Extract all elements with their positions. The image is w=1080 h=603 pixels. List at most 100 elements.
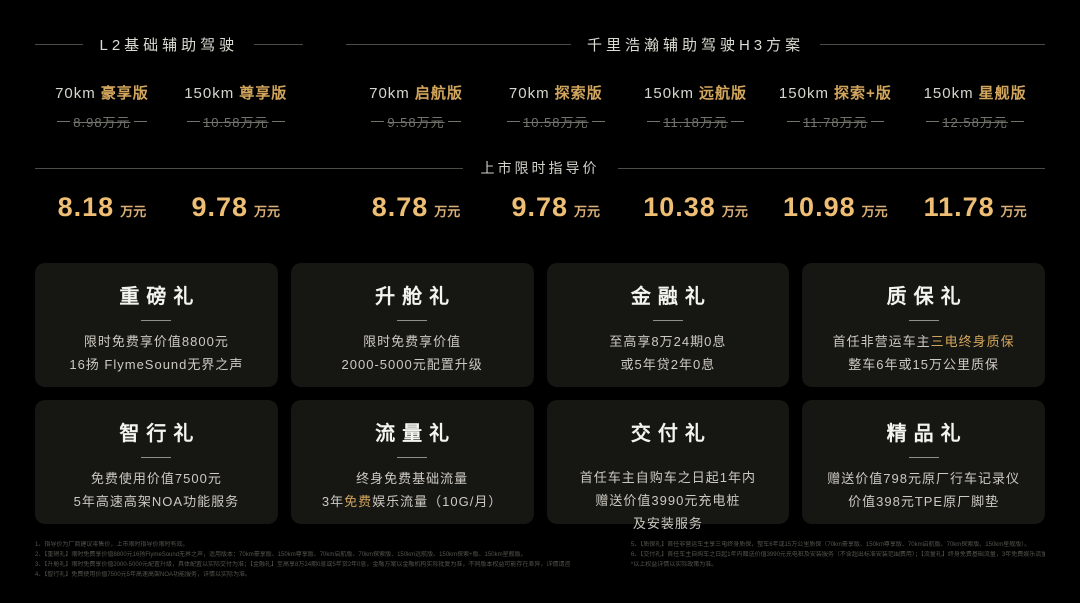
variant-trim-label: 启航版 — [414, 85, 463, 102]
gift-card-text-segment: 赠送价值3990元充电桩 — [595, 492, 741, 508]
gift-card: 精品礼 赠送价值798元原厂行车记录仪 价值398元TPE原厂脚垫 — [802, 400, 1045, 524]
gift-card-line: 赠送价值798元原厂行车记录仪 — [827, 468, 1020, 491]
gift-card-line: 赠送价值3990元充电桩 — [595, 490, 740, 513]
gift-card-text-segment: 2000-5000元配置升级 — [341, 356, 483, 372]
fine-print-line: 1、指导价为厂商建议零售价，上市限时指导价限时有效。 — [35, 542, 189, 548]
gift-card-text-segment: 整车6年或15万公里质保 — [848, 356, 999, 372]
title-divider-line — [908, 320, 939, 321]
gift-card-line: 首任车主自购车之日起1年内 — [580, 467, 756, 490]
divider-line — [617, 167, 1045, 169]
gift-card-title: 智行礼 — [119, 423, 201, 445]
launch-price-unit: 万元 — [1000, 204, 1027, 219]
strike-dash — [447, 121, 461, 122]
divider-line — [35, 167, 463, 169]
gift-card-text-segment: 终身免费基础流量 — [356, 471, 469, 486]
fine-print-line: 3、【升舱礼】限时免费享价值2000-5000元配置升级，具体配置以实际交付为准… — [35, 561, 571, 568]
variant-group-h3: 70km 启航版 9.58万元 70km 探索版 10.58万元 150km 远航版 11.18… — [346, 82, 1045, 131]
launch-price-cell: 8.78 万元 — [346, 192, 486, 223]
launch-price-unit: 万元 — [861, 204, 888, 219]
gift-card: 升舱礼限时免费享价值 2000-5000元配置升级 — [290, 263, 534, 387]
gift-card-line: 首任非营运车主三电终身质保 — [833, 331, 1015, 354]
gift-card-text-segment: 3年 — [321, 493, 345, 509]
variant-trim-label: 探索+版 — [833, 85, 892, 102]
variant-original-price: 10.58万元 — [169, 112, 303, 131]
launch-price-cell: 11.78 万元 — [905, 192, 1045, 223]
variant-trim-label: 尊享版 — [239, 85, 288, 102]
variant-trim-label: 远航版 — [699, 85, 748, 102]
variant-original-price: 11.18万元 — [626, 112, 766, 131]
title-divider-line — [908, 457, 939, 458]
gift-card-text-segment: 三电终身质保 — [930, 334, 1015, 349]
gift-card: 智行礼免费使用价值7500元 5年高速高架NOA功能服务 — [35, 400, 278, 524]
gift-card-line: 5年高速高架NOA功能服务 — [74, 491, 239, 514]
gift-card-text-segment: 至高享8万24期0息 — [609, 334, 727, 349]
strike-dash — [1010, 121, 1024, 122]
launch-price-value: 9.78 — [511, 192, 569, 222]
section-h3-header: 千里浩瀚辅助驾驶H3方案 — [346, 34, 1045, 55]
gift-card-title: 升舱礼 — [375, 286, 457, 308]
strike-dash — [647, 121, 661, 122]
gift-card: 金融礼 至高享8万24期0息 或5年贷2年0息 — [546, 263, 790, 387]
strike-dash — [186, 121, 200, 122]
fine-print-line: *以上权益详情以实际政策为准。 — [630, 561, 718, 568]
variant-original-price: 12.58万元 — [905, 112, 1045, 131]
variant-name: 70km 启航版 — [346, 82, 486, 103]
launch-price-unit: 万元 — [120, 204, 147, 219]
original-price-text: 10.58万元 — [202, 115, 269, 130]
fine-print-line: 2、【重磅礼】限时免费享价值8800元16扬FlymeSound无界之声，适用版… — [35, 551, 527, 558]
strike-dash — [730, 121, 744, 122]
strike-dash — [57, 121, 71, 122]
launch-price-cell: 10.98 万元 — [765, 192, 905, 223]
launch-price-value: 11.78 — [923, 192, 995, 222]
gift-card-line: 整车6年或15万公里质保 — [848, 354, 999, 377]
gift-card-title: 重磅礼 — [119, 286, 201, 308]
gift-card-title: 精品礼 — [886, 423, 968, 445]
launch-price-banner-label: 上市限时指导价 — [480, 160, 600, 176]
gift-card-line: 或5年贷2年0息 — [621, 354, 716, 377]
section-h3-title: 千里浩瀚辅助驾驶H3方案 — [586, 37, 805, 54]
launch-price-value: 10.98 — [783, 192, 856, 222]
variant-range-label: 70km — [55, 85, 96, 102]
title-divider-line — [141, 457, 172, 458]
gift-card-line: 及安装服务 — [633, 513, 703, 536]
title-divider-line — [397, 457, 428, 458]
gift-card-text-segment: 5年高速高架NOA功能服务 — [73, 493, 240, 509]
variant-cell: 70km 豪享版 8.98万元 — [35, 82, 169, 131]
variant-range-label: 70km — [508, 85, 550, 102]
variant-trim-label: 探索版 — [554, 85, 603, 102]
original-price-text: 9.58万元 — [387, 115, 445, 130]
variant-original-price: 10.58万元 — [486, 112, 626, 131]
launch-price-value: 10.38 — [643, 192, 716, 222]
variant-trim-label: 星舰版 — [978, 85, 1027, 102]
strike-dash — [926, 121, 940, 122]
gift-card-line: 16扬 FlymeSound无界之声 — [69, 354, 243, 377]
gift-card: 重磅礼限时免费享价值8800元 16扬 FlymeSound无界之声 — [35, 263, 278, 387]
gift-card-line: 至高享8万24期0息 — [609, 331, 726, 354]
gift-card-text-segment: 免费使用价值7500元 — [90, 471, 222, 486]
original-price-text: 10.58万元 — [522, 115, 589, 130]
gift-card-line: 免费使用价值7500元 — [91, 468, 222, 491]
variant-name: 150km 星舰版 — [905, 82, 1045, 103]
gift-card-text-segment: 16扬 FlymeSound无界之声 — [69, 356, 244, 372]
variants-row: 70km 豪享版 8.98万元 150km 尊享版 10.58万元 70km 启航版 9.58… — [35, 82, 1045, 131]
gift-card-text-segment: 限时免费享价值8800元 — [83, 334, 229, 349]
gift-card: 流量礼 终身免费基础流量 3年免费娱乐流量（10G/月） — [290, 400, 534, 524]
fine-print-line: 5、【质保礼】首任非营运车主享三电终身质保，整车6年或15万公里质保（70km豪… — [630, 542, 1031, 548]
section-l2-header: L2基础辅助驾驶 — [35, 34, 303, 55]
fine-print-line: 4、【智行礼】免费使用价值7500元5年高速高架NOA功能服务，详情以实际为准。 — [35, 571, 252, 578]
launch-price-value: 8.18 — [57, 192, 115, 222]
launch-price-banner: 上市限时指导价 — [35, 158, 1045, 178]
variant-original-price: 8.98万元 — [35, 112, 169, 131]
gift-cards-grid: 重磅礼限时免费享价值8800元 16扬 FlymeSound无界之声 升舱礼限时免费… — [35, 263, 1045, 531]
variant-range-label: 150km — [778, 85, 829, 102]
divider-line — [254, 44, 303, 45]
strike-dash — [506, 121, 520, 122]
divider-line — [820, 44, 1045, 45]
title-divider-line — [652, 320, 683, 321]
gift-card-line: 限时免费享价值 — [363, 331, 461, 354]
launch-price-cell: 8.18 万元 — [35, 192, 169, 223]
launch-price-value: 8.78 — [371, 192, 429, 222]
fine-print-right: 5、【质保礼】首任非营运车主享三电终身质保，整车6年或15万公里质保（70km豪… — [631, 541, 1045, 581]
fine-print: 1、指导价为厂商建议零售价，上市限时指导价限时有效。 2、【重磅礼】限时免费享价值… — [35, 541, 1045, 581]
